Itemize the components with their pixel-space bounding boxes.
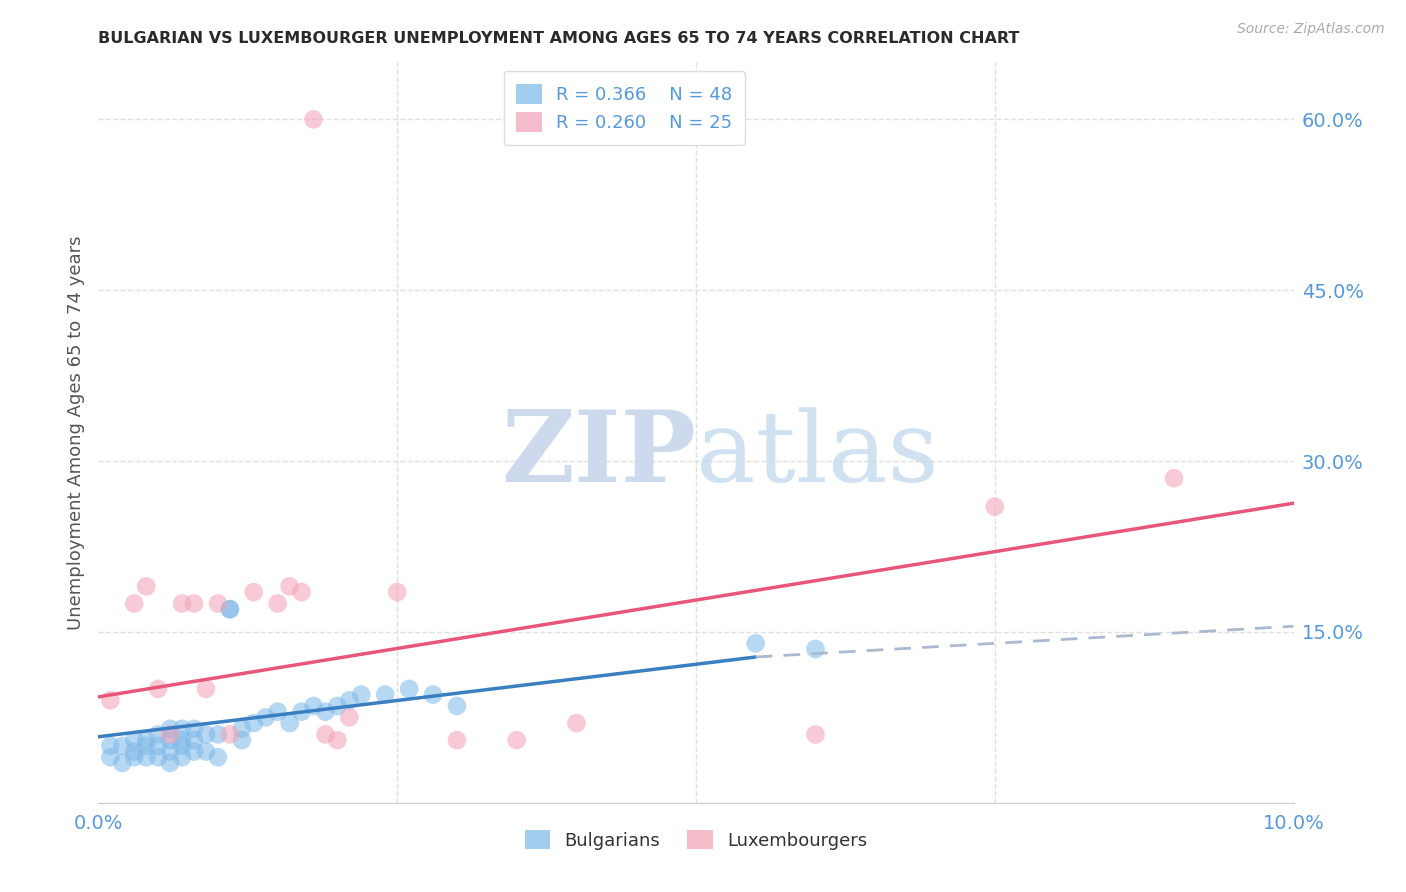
Text: Source: ZipAtlas.com: Source: ZipAtlas.com <box>1237 22 1385 37</box>
Point <box>339 693 361 707</box>
Point <box>315 705 337 719</box>
Point <box>374 688 396 702</box>
Point <box>183 722 205 736</box>
Point <box>267 705 290 719</box>
Point <box>326 733 349 747</box>
Point <box>195 681 218 696</box>
Text: atlas: atlas <box>696 407 939 503</box>
Point <box>291 705 314 719</box>
Point <box>350 688 373 702</box>
Point <box>219 602 242 616</box>
Point <box>219 727 242 741</box>
Point <box>172 733 194 747</box>
Point <box>446 698 468 713</box>
Point <box>804 642 827 657</box>
Point <box>183 745 205 759</box>
Point <box>159 745 181 759</box>
Point <box>124 750 146 764</box>
Point <box>98 750 122 764</box>
Point <box>385 585 409 599</box>
Point <box>172 722 194 736</box>
Point <box>148 739 170 753</box>
Point <box>135 739 157 753</box>
Point <box>124 745 146 759</box>
Point <box>159 756 181 770</box>
Point <box>148 681 170 696</box>
Point <box>302 112 325 127</box>
Point <box>446 733 468 747</box>
Point <box>422 688 444 702</box>
Text: BULGARIAN VS LUXEMBOURGER UNEMPLOYMENT AMONG AGES 65 TO 74 YEARS CORRELATION CHA: BULGARIAN VS LUXEMBOURGER UNEMPLOYMENT A… <box>98 31 1019 46</box>
Point <box>302 698 325 713</box>
Point <box>98 739 122 753</box>
Point <box>183 733 205 747</box>
Point <box>745 636 768 650</box>
Point <box>565 716 588 731</box>
Point <box>111 756 134 770</box>
Point <box>339 710 361 724</box>
Point <box>315 727 337 741</box>
Y-axis label: Unemployment Among Ages 65 to 74 years: Unemployment Among Ages 65 to 74 years <box>66 235 84 630</box>
Point <box>278 579 301 593</box>
Point <box>984 500 1007 514</box>
Point <box>98 693 122 707</box>
Point <box>124 733 146 747</box>
Point <box>207 597 229 611</box>
Point <box>159 733 181 747</box>
Point <box>135 750 157 764</box>
Point <box>1163 471 1185 485</box>
Point <box>172 739 194 753</box>
Point <box>278 716 301 731</box>
Point <box>124 597 146 611</box>
Point <box>148 750 170 764</box>
Point <box>159 722 181 736</box>
Point <box>183 597 205 611</box>
Point <box>243 716 266 731</box>
Point <box>195 727 218 741</box>
Point <box>231 722 253 736</box>
Point <box>148 727 170 741</box>
Point <box>254 710 277 724</box>
Point <box>326 698 349 713</box>
Point <box>135 579 157 593</box>
Point <box>267 597 290 611</box>
Point <box>111 739 134 753</box>
Point <box>231 733 253 747</box>
Point <box>291 585 314 599</box>
Text: ZIP: ZIP <box>501 407 696 503</box>
Point <box>219 602 242 616</box>
Point <box>398 681 420 696</box>
Point <box>207 750 229 764</box>
Point <box>506 733 529 747</box>
Point <box>195 745 218 759</box>
Point <box>804 727 827 741</box>
Point <box>207 727 229 741</box>
Point <box>172 750 194 764</box>
Point <box>243 585 266 599</box>
Point <box>172 597 194 611</box>
Point <box>159 727 181 741</box>
Legend: Bulgarians, Luxembourgers: Bulgarians, Luxembourgers <box>515 819 877 861</box>
Point <box>135 733 157 747</box>
